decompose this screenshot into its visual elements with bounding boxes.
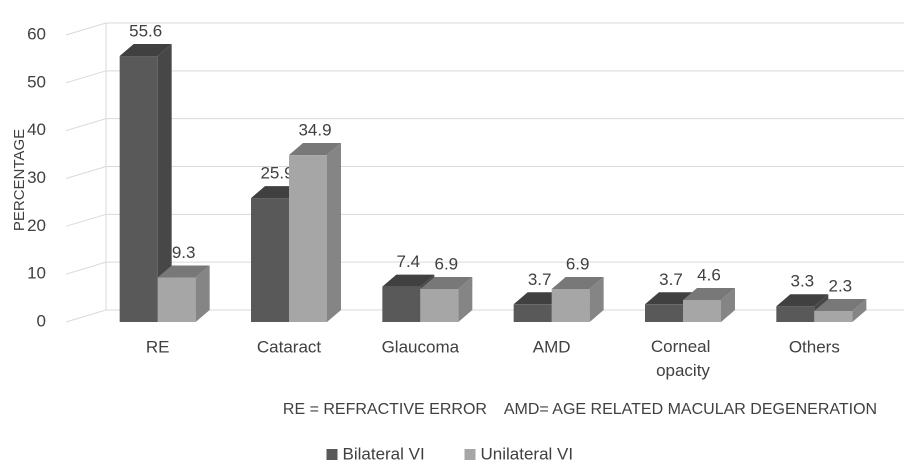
value-label: 6.9 xyxy=(566,254,590,273)
bar xyxy=(289,143,341,322)
x-tick-label: RE xyxy=(146,337,170,356)
value-label: 25.9 xyxy=(260,164,293,183)
bar xyxy=(119,44,172,323)
x-tick-label: Corneal opacity xyxy=(651,337,715,380)
legend-swatch xyxy=(464,449,476,460)
bar-top xyxy=(119,44,172,57)
grid-line xyxy=(65,70,904,84)
legend-label: Bilateral VI xyxy=(343,444,425,463)
annotation: RE = REFRACTIVE ERROR AMD= AGE RELATED M… xyxy=(283,401,877,418)
bar-front xyxy=(551,288,590,322)
value-label: 9.3 xyxy=(172,243,196,262)
bar-top xyxy=(289,143,341,156)
value-label: 7.4 xyxy=(397,252,421,271)
bar-front xyxy=(382,286,421,322)
bar-top xyxy=(814,298,867,311)
value-label: 3.7 xyxy=(528,270,552,289)
bar xyxy=(814,298,867,322)
grid-line xyxy=(65,213,904,227)
bar-top xyxy=(382,274,435,287)
grid-line xyxy=(65,22,904,36)
value-label: 4.6 xyxy=(697,265,721,284)
bar-top xyxy=(420,276,473,289)
bar-side xyxy=(852,298,867,322)
bar-top xyxy=(551,276,604,289)
value-label: 6.9 xyxy=(435,254,459,273)
y-tick-label: 20 xyxy=(27,216,46,235)
x-tick-label: Others xyxy=(789,337,840,356)
bar xyxy=(157,265,210,322)
bar-front xyxy=(251,198,289,322)
value-label: 34.9 xyxy=(298,121,331,140)
bar-front xyxy=(157,277,196,322)
bar-front xyxy=(814,310,853,322)
legend-label: Unilateral VI xyxy=(481,444,574,463)
bar-top xyxy=(776,294,829,307)
x-tick-label: AMD xyxy=(533,337,571,356)
y-tick-label: 10 xyxy=(27,264,46,283)
bar-side xyxy=(589,276,604,322)
bar xyxy=(420,276,473,322)
grid-line xyxy=(65,118,904,132)
bar-front xyxy=(420,288,459,322)
bar-front xyxy=(289,155,327,322)
y-axis-label: PERCENTAGE xyxy=(11,129,28,231)
bar-top xyxy=(157,265,210,278)
bar-side xyxy=(721,287,735,322)
x-tick-label: Glaucoma xyxy=(382,337,460,356)
legend-swatch xyxy=(326,449,338,460)
bar-front xyxy=(119,56,158,323)
bar-top xyxy=(683,287,735,300)
bar-side xyxy=(157,44,172,323)
bar-side xyxy=(195,265,210,322)
y-tick-label: 0 xyxy=(37,311,46,330)
bar-side xyxy=(327,143,341,322)
bar-side xyxy=(458,276,473,322)
bar xyxy=(551,276,604,322)
y-tick-label: 60 xyxy=(27,24,46,43)
bar-front xyxy=(776,306,815,322)
value-label: 55.6 xyxy=(129,22,162,41)
bar-front xyxy=(683,299,721,322)
x-tick-label: Cataract xyxy=(257,337,322,356)
grid-line xyxy=(65,166,904,179)
y-tick-label: 50 xyxy=(27,72,46,91)
value-label: 2.3 xyxy=(829,276,853,295)
bar-front xyxy=(513,304,552,322)
value-label: 3.3 xyxy=(791,272,815,291)
bar xyxy=(683,287,735,322)
y-tick-label: 40 xyxy=(27,120,46,139)
bar-front xyxy=(645,304,683,322)
value-label: 3.7 xyxy=(659,270,683,289)
bar xyxy=(776,294,829,322)
y-tick-label: 30 xyxy=(27,168,46,187)
